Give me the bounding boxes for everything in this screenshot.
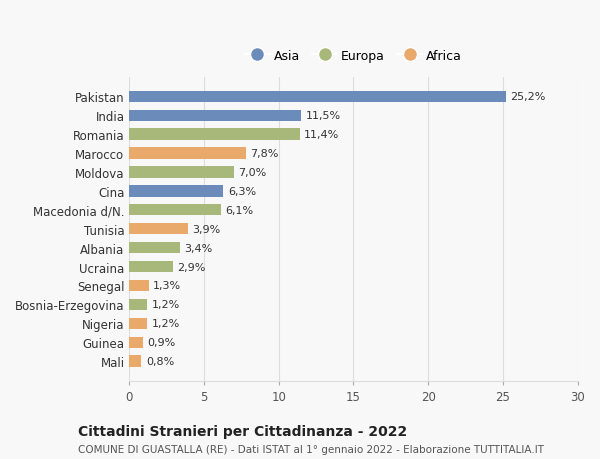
Bar — [130, 299, 147, 310]
Bar — [130, 167, 234, 178]
Text: COMUNE DI GUASTALLA (RE) - Dati ISTAT al 1° gennaio 2022 - Elaborazione TUTTITAL: COMUNE DI GUASTALLA (RE) - Dati ISTAT al… — [78, 444, 544, 454]
Bar — [130, 148, 246, 159]
Text: 7,0%: 7,0% — [238, 168, 266, 178]
Bar — [130, 242, 180, 254]
Bar — [130, 129, 300, 140]
Text: 1,2%: 1,2% — [152, 300, 180, 310]
Text: 11,4%: 11,4% — [304, 130, 340, 140]
Text: 6,3%: 6,3% — [228, 186, 256, 196]
Bar — [130, 280, 149, 291]
Bar — [130, 91, 506, 103]
Bar — [130, 205, 221, 216]
Text: 25,2%: 25,2% — [511, 92, 546, 102]
Text: 7,8%: 7,8% — [250, 149, 279, 159]
Bar — [130, 318, 147, 329]
Text: 1,3%: 1,3% — [153, 281, 181, 291]
Text: 11,5%: 11,5% — [305, 111, 341, 121]
Bar — [130, 186, 223, 197]
Text: 3,9%: 3,9% — [192, 224, 220, 234]
Bar — [130, 261, 173, 273]
Text: 2,9%: 2,9% — [177, 262, 206, 272]
Bar — [130, 356, 142, 367]
Text: 3,4%: 3,4% — [185, 243, 213, 253]
Bar — [130, 224, 188, 235]
Text: 6,1%: 6,1% — [225, 205, 253, 215]
Legend: Asia, Europa, Africa: Asia, Europa, Africa — [240, 45, 467, 67]
Text: 1,2%: 1,2% — [152, 319, 180, 329]
Text: 0,8%: 0,8% — [146, 356, 174, 366]
Bar — [130, 110, 301, 122]
Text: Cittadini Stranieri per Cittadinanza - 2022: Cittadini Stranieri per Cittadinanza - 2… — [78, 425, 407, 438]
Bar — [130, 337, 143, 348]
Text: 0,9%: 0,9% — [147, 337, 176, 347]
